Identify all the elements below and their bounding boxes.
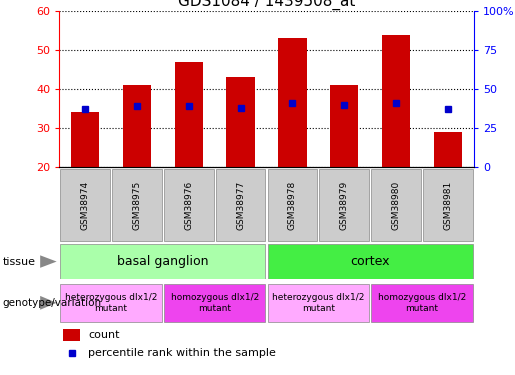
Bar <box>60 244 265 279</box>
Text: count: count <box>88 330 120 340</box>
Text: homozygous dlx1/2
mutant: homozygous dlx1/2 mutant <box>378 293 466 313</box>
Bar <box>434 132 462 167</box>
Bar <box>268 170 317 241</box>
Bar <box>164 170 214 241</box>
Bar <box>112 170 162 241</box>
Text: GSM38981: GSM38981 <box>443 181 452 230</box>
Bar <box>63 328 80 341</box>
Text: GSM38977: GSM38977 <box>236 181 245 230</box>
Text: GSM38976: GSM38976 <box>184 181 193 230</box>
Bar <box>71 112 99 167</box>
Bar <box>227 77 255 167</box>
Title: GDS1084 / 1439508_at: GDS1084 / 1439508_at <box>178 0 355 10</box>
Text: GSM38975: GSM38975 <box>132 181 142 230</box>
Text: percentile rank within the sample: percentile rank within the sample <box>88 348 276 358</box>
Bar <box>371 284 473 322</box>
Text: tissue: tissue <box>3 256 36 267</box>
Bar <box>278 39 306 167</box>
Bar <box>123 85 151 167</box>
Text: homozygous dlx1/2
mutant: homozygous dlx1/2 mutant <box>170 293 259 313</box>
Bar <box>216 170 265 241</box>
Bar <box>268 284 369 322</box>
Polygon shape <box>40 296 57 310</box>
Bar <box>423 170 473 241</box>
Bar <box>60 284 162 322</box>
Text: GSM38980: GSM38980 <box>391 181 401 230</box>
Text: heterozygous dlx1/2
mutant: heterozygous dlx1/2 mutant <box>65 293 157 313</box>
Bar <box>382 34 410 167</box>
Text: GSM38978: GSM38978 <box>288 181 297 230</box>
Text: basal ganglion: basal ganglion <box>117 255 209 268</box>
Bar <box>330 85 358 167</box>
Bar <box>60 170 110 241</box>
Bar <box>371 170 421 241</box>
Bar <box>175 62 203 167</box>
Text: GSM38979: GSM38979 <box>340 181 349 230</box>
Bar <box>164 284 265 322</box>
Bar <box>319 170 369 241</box>
Text: genotype/variation: genotype/variation <box>3 298 101 308</box>
Polygon shape <box>40 255 57 268</box>
Text: cortex: cortex <box>350 255 390 268</box>
Bar <box>268 244 473 279</box>
Text: GSM38974: GSM38974 <box>81 181 90 230</box>
Text: heterozygous dlx1/2
mutant: heterozygous dlx1/2 mutant <box>272 293 365 313</box>
